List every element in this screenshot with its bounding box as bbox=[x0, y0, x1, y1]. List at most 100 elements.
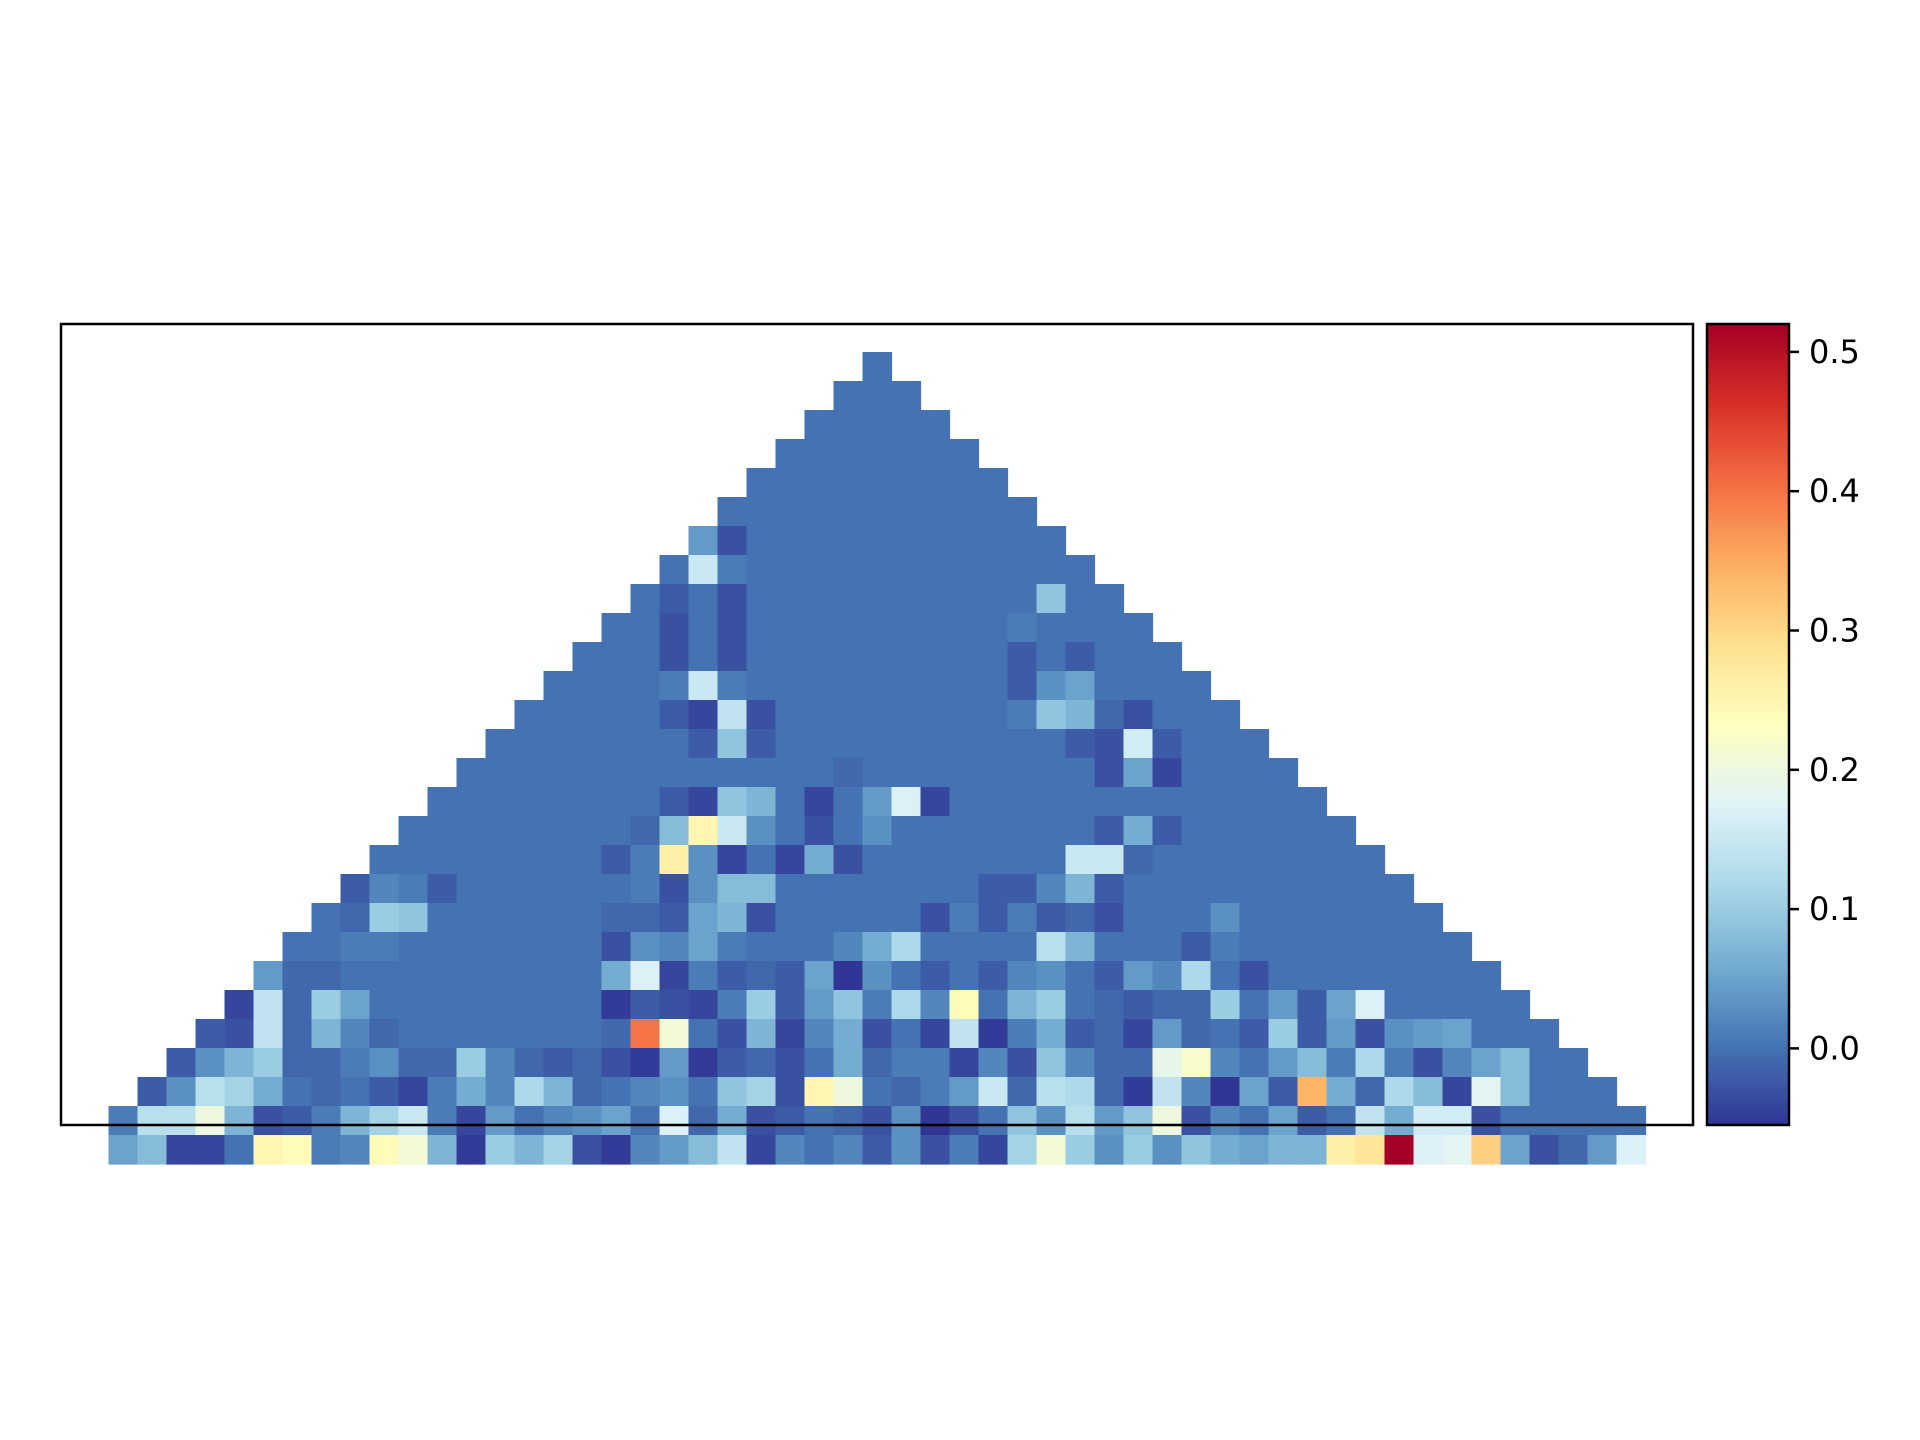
heatmap-cell bbox=[775, 845, 806, 875]
heatmap-cell bbox=[1413, 932, 1444, 962]
heatmap-cell bbox=[1297, 903, 1328, 933]
heatmap-cell bbox=[1181, 787, 1212, 817]
heatmap-cell bbox=[601, 613, 632, 643]
heatmap-cell bbox=[543, 700, 574, 730]
heatmap-cell bbox=[398, 1048, 429, 1078]
heatmap-cell bbox=[659, 1106, 690, 1136]
heatmap-cell bbox=[775, 439, 806, 469]
heatmap-cell bbox=[949, 497, 980, 527]
heatmap-cell bbox=[775, 1077, 806, 1107]
heatmap-cell bbox=[601, 671, 632, 701]
heatmap-cell bbox=[688, 845, 719, 875]
heatmap-cell bbox=[949, 526, 980, 556]
heatmap-cell bbox=[1007, 990, 1038, 1020]
heatmap-cell bbox=[514, 874, 545, 904]
heatmap-cell bbox=[1152, 903, 1183, 933]
heatmap-cell bbox=[1355, 903, 1386, 933]
heatmap-cell bbox=[572, 990, 603, 1020]
heatmap-cell bbox=[456, 787, 487, 817]
heatmap-cell bbox=[862, 1048, 893, 1078]
colorbar-tick-label: 0.5 bbox=[1809, 333, 1860, 371]
heatmap-cell bbox=[688, 874, 719, 904]
heatmap-cell bbox=[1384, 874, 1415, 904]
heatmap-cell bbox=[978, 1048, 1009, 1078]
heatmap-cell bbox=[1297, 1048, 1328, 1078]
heatmap-cell bbox=[311, 903, 342, 933]
heatmap-cell bbox=[833, 1106, 864, 1136]
heatmap-cell bbox=[311, 961, 342, 991]
heatmap-cell bbox=[543, 758, 574, 788]
heatmap-cell bbox=[1384, 1135, 1415, 1165]
heatmap-cell bbox=[630, 729, 661, 759]
heatmap-cell bbox=[1036, 642, 1067, 672]
heatmap-cell bbox=[1036, 700, 1067, 730]
heatmap-cell bbox=[340, 874, 371, 904]
heatmap-cell bbox=[688, 816, 719, 846]
heatmap-cell bbox=[1268, 874, 1299, 904]
heatmap-cell bbox=[1065, 613, 1096, 643]
heatmap-cell bbox=[949, 1019, 980, 1049]
heatmap-cell bbox=[1094, 613, 1125, 643]
heatmap-cell bbox=[572, 874, 603, 904]
heatmap-cell bbox=[456, 1135, 487, 1165]
heatmap-cell bbox=[978, 990, 1009, 1020]
heatmap-cell bbox=[746, 961, 777, 991]
heatmap-cell bbox=[1384, 903, 1415, 933]
heatmap-cell bbox=[688, 526, 719, 556]
heatmap-cell bbox=[1326, 1106, 1357, 1136]
heatmap-cell bbox=[659, 1019, 690, 1049]
heatmap-cell bbox=[1036, 729, 1067, 759]
heatmap-cell bbox=[369, 1135, 400, 1165]
heatmap-cell bbox=[1007, 729, 1038, 759]
heatmap-cell bbox=[688, 671, 719, 701]
heatmap-cell bbox=[1442, 1135, 1473, 1165]
heatmap-cell bbox=[688, 729, 719, 759]
heatmap-cell bbox=[1210, 845, 1241, 875]
heatmap-cell bbox=[1152, 816, 1183, 846]
heatmap-cell bbox=[949, 787, 980, 817]
heatmap-cell bbox=[804, 845, 835, 875]
heatmap-cell bbox=[1239, 1019, 1270, 1049]
heatmap-cell bbox=[659, 990, 690, 1020]
heatmap-cell bbox=[659, 758, 690, 788]
heatmap-cell bbox=[1355, 961, 1386, 991]
heatmap-cell bbox=[485, 1077, 516, 1107]
heatmap-cell bbox=[862, 845, 893, 875]
heatmap-cell bbox=[833, 439, 864, 469]
heatmap-cell bbox=[1036, 758, 1067, 788]
heatmap-cell bbox=[1007, 1106, 1038, 1136]
heatmap-cell bbox=[920, 932, 951, 962]
heatmap-cell bbox=[398, 1135, 429, 1165]
heatmap-cell bbox=[833, 642, 864, 672]
heatmap-cell bbox=[891, 671, 922, 701]
heatmap-cell bbox=[514, 700, 545, 730]
heatmap-cell bbox=[340, 1019, 371, 1049]
heatmap-cell bbox=[311, 1106, 342, 1136]
heatmap-cell bbox=[1123, 1019, 1154, 1049]
heatmap-cell bbox=[746, 700, 777, 730]
colorbar-tick-label: 0.4 bbox=[1809, 472, 1860, 510]
heatmap-cell bbox=[1471, 961, 1502, 991]
heatmap-cell bbox=[717, 642, 748, 672]
heatmap-cell bbox=[804, 729, 835, 759]
heatmap-cell bbox=[572, 961, 603, 991]
heatmap-cell bbox=[891, 990, 922, 1020]
heatmap-cell bbox=[659, 700, 690, 730]
heatmap-cell bbox=[862, 932, 893, 962]
heatmap-cell bbox=[514, 758, 545, 788]
heatmap-cell bbox=[1007, 1048, 1038, 1078]
heatmap-cell bbox=[1094, 700, 1125, 730]
heatmap-cell bbox=[891, 468, 922, 498]
heatmap-cell bbox=[1239, 816, 1270, 846]
heatmap-cell bbox=[688, 990, 719, 1020]
heatmap-cell bbox=[1036, 1019, 1067, 1049]
heatmap-cell bbox=[456, 990, 487, 1020]
heatmap-cell bbox=[224, 1077, 255, 1107]
heatmap-cell bbox=[1239, 1077, 1270, 1107]
heatmap-cell bbox=[659, 903, 690, 933]
heatmap-cell bbox=[456, 816, 487, 846]
heatmap-cell bbox=[804, 671, 835, 701]
heatmap-cell bbox=[572, 758, 603, 788]
heatmap-cell bbox=[920, 555, 951, 585]
